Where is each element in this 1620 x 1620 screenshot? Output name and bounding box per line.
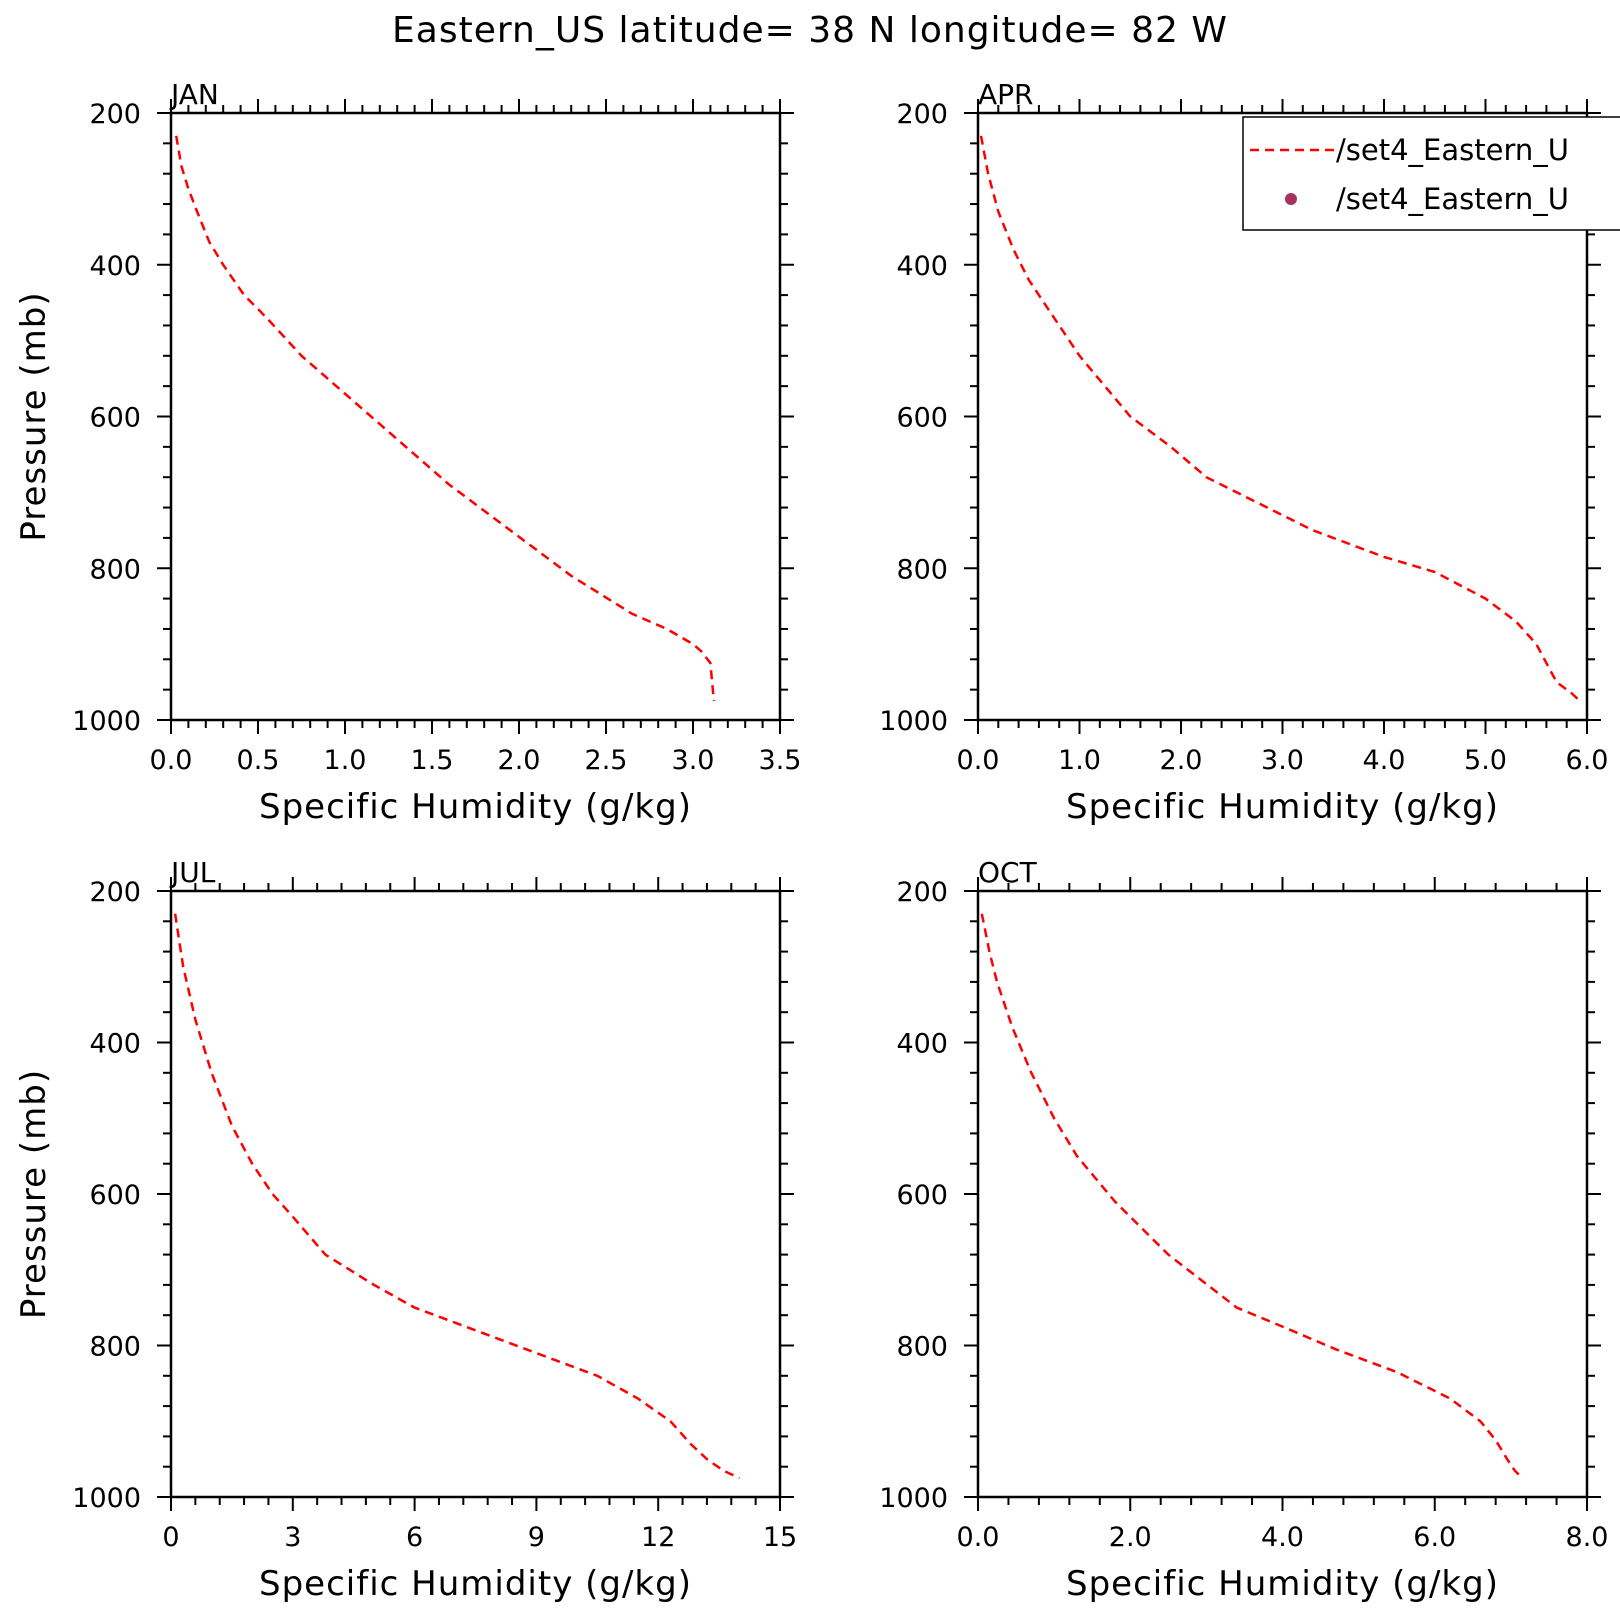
panel-oct-ticks (964, 877, 1601, 1511)
panel-apr: APR 0.0 1.0 2.0 3.0 4.0 5.0 6.0 200 400 600 800 1000… (879, 78, 1608, 827)
panel-oct-ytick-label: 1000 (879, 1483, 948, 1514)
panel-jan-ytick-label: 400 (89, 251, 141, 282)
panel-jul-ytick-label: 400 (89, 1029, 141, 1060)
panel-jul-xtick-label: 6 (406, 1522, 423, 1553)
panel-oct-xtick-label: 0.0 (957, 1522, 1000, 1553)
panel-jul: JUL 0 3 6 9 12 15 200 400 600 800 1000 Specific Humi… (14, 856, 797, 1604)
panel-jul-ticks (157, 877, 794, 1511)
panel-apr-ytick-label: 800 (896, 554, 948, 585)
panel-apr-ytick-label: 600 (896, 403, 948, 434)
panel-apr-ytick-label: 200 (896, 99, 948, 130)
panel-jul-xlabel: Specific Humidity (g/kg) (259, 1564, 692, 1604)
panel-jul-ytick-label: 200 (89, 877, 141, 908)
panel-apr-xtick-label: 5.0 (1464, 745, 1507, 776)
panel-oct-frame (976, 889, 1589, 1499)
panel-jul-ylabel: Pressure (mb) (14, 1069, 54, 1319)
panel-apr-ticks (964, 99, 1601, 734)
panel-jan-xtick-label: 0.0 (150, 745, 193, 776)
panel-oct-xtick-label: 4.0 (1261, 1522, 1304, 1553)
panel-apr-series-line (979, 135, 1581, 702)
panel-oct-ytick-label: 800 (896, 1332, 948, 1363)
panel-jul-xtick-label: 15 (763, 1522, 797, 1553)
panel-jul-ytick-label: 600 (89, 1180, 141, 1211)
panel-apr-xtick-label: 1.0 (1058, 745, 1101, 776)
legend: /set4_Eastern_U/set4_Eastern_U (1242, 116, 1620, 231)
panel-jan-xtick-label: 2.5 (585, 745, 628, 776)
panel-apr-ytick-label: 400 (896, 251, 948, 282)
panel-jan-xtick-label: 3.5 (759, 745, 802, 776)
panel-jan-ytick-label: 200 (89, 99, 141, 130)
panel-jan: JAN 0.0 0.5 1.0 1.5 2.0 2.5 3.0 3.5 200 400 600 800 1… (14, 78, 801, 827)
panel-jan-xtick-label: 0.5 (237, 745, 280, 776)
panel-jan-ticks (157, 99, 794, 734)
legend-entry-1: /set4_Eastern_U (1336, 133, 1569, 167)
panel-jul-xtick-label: 0 (162, 1522, 179, 1553)
panel-apr-xtick-label: 2.0 (1160, 745, 1203, 776)
panel-jul-xtick-label: 9 (528, 1522, 545, 1553)
panel-jan-series-line (174, 135, 716, 702)
panels: JAN 0.0 0.5 1.0 1.5 2.0 2.5 3.0 3.5 200 400 600 800 1… (14, 78, 1608, 1604)
panel-jan-title: JAN (169, 78, 219, 111)
panel-jul-xtick-label: 3 (284, 1522, 301, 1553)
panel-apr-xlabel: Specific Humidity (g/kg) (1066, 787, 1499, 827)
panel-jul-ytick-label: 1000 (72, 1483, 141, 1514)
panel-jan-xtick-label: 1.0 (324, 745, 367, 776)
panel-jul-series-line (173, 913, 740, 1480)
panel-jul-frame (169, 889, 782, 1499)
panel-apr-title: APR (978, 78, 1034, 111)
panel-apr-ytick-label: 1000 (879, 706, 948, 737)
panel-apr-xtick-label: 6.0 (1566, 745, 1609, 776)
panel-oct-xtick-label: 8.0 (1566, 1522, 1609, 1553)
panel-jan-ylabel: Pressure (mb) (14, 291, 54, 541)
legend-entry-2: /set4_Eastern_U (1336, 182, 1569, 216)
panel-oct-xtick-label: 6.0 (1413, 1522, 1456, 1553)
panel-jan-xtick-label: 1.5 (411, 745, 454, 776)
panel-oct-ytick-label: 200 (896, 877, 948, 908)
panel-jul-ytick-label: 800 (89, 1332, 141, 1363)
panel-oct-ytick-label: 600 (896, 1180, 948, 1211)
panel-apr-xtick-label: 0.0 (957, 745, 1000, 776)
panel-jan-xtick-label: 2.0 (498, 745, 541, 776)
panel-jul-title: JUL (169, 856, 216, 889)
panel-jan-ytick-label: 800 (89, 554, 141, 585)
panel-jan-ytick-label: 1000 (72, 706, 141, 737)
legend-box (1242, 116, 1620, 231)
panel-oct-xlabel: Specific Humidity (g/kg) (1066, 1564, 1499, 1604)
panel-jan-xtick-label: 3.0 (672, 745, 715, 776)
legend-dot-marker (1285, 193, 1297, 205)
figure-title: Eastern_US latitude= 38 N longitude= 82 … (392, 10, 1228, 51)
panel-jan-frame (169, 111, 782, 722)
panel-oct-ytick-label: 400 (896, 1029, 948, 1060)
panel-apr-xtick-label: 3.0 (1261, 745, 1304, 776)
panel-jan-ytick-label: 600 (89, 403, 141, 434)
panel-oct-xtick-label: 2.0 (1109, 1522, 1152, 1553)
panel-jul-xtick-label: 12 (641, 1522, 675, 1553)
panel-apr-xtick-label: 4.0 (1363, 745, 1406, 776)
panel-oct-series-line (980, 913, 1524, 1479)
panel-jan-xlabel: Specific Humidity (g/kg) (259, 787, 692, 827)
